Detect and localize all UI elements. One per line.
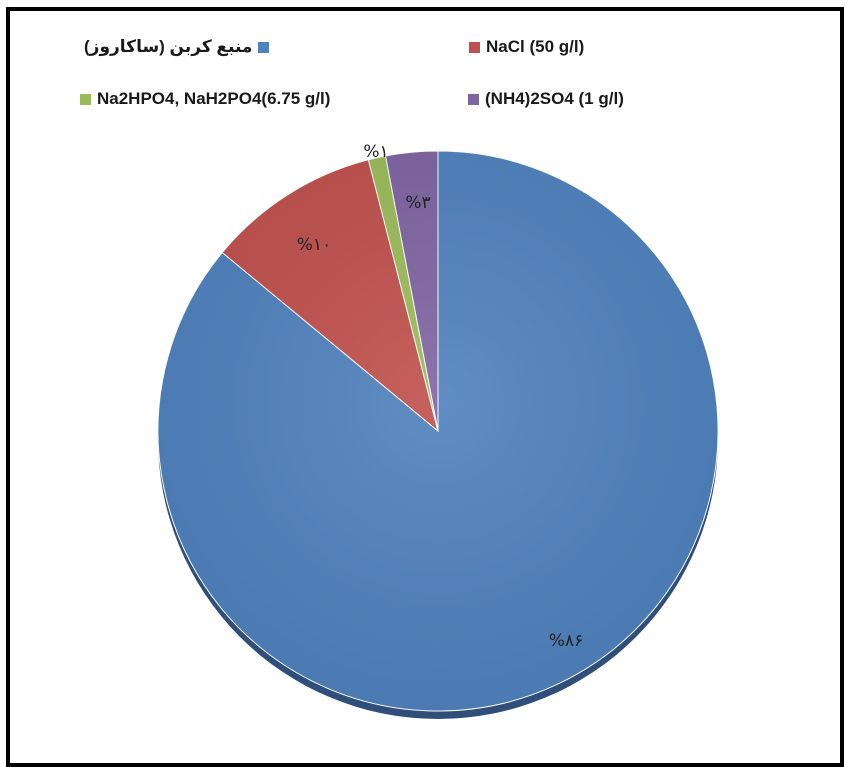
legend-label: منبع کربن (ساکاروز)	[84, 37, 253, 56]
pie-chart: %۸۶ %۱۰ %۱ %۳	[157, 142, 719, 719]
legend-swatch	[469, 41, 480, 53]
data-label-ammonium-sulfate: %۳	[405, 193, 430, 213]
legend-item-ammonium-sulfate: (NH4)2SO4 (1 g/l)	[468, 89, 624, 109]
data-label-phosphate: %۱	[363, 142, 388, 162]
legend-label: NaCl (50 g/l)	[486, 37, 585, 56]
pie-slices	[157, 150, 719, 712]
legend-item-sucrose: منبع کربن (ساکاروز)	[84, 37, 270, 57]
legend-swatch	[468, 93, 479, 105]
legend-swatch	[258, 41, 270, 53]
data-label-nacl: %۱۰	[297, 235, 331, 255]
chart-legend: منبع کربن (ساکاروز) NaCl (50 g/l) Na2HPO…	[0, 0, 856, 130]
pie-labels: %۸۶ %۱۰ %۱ %۳	[297, 142, 583, 651]
legend-label: (NH4)2SO4 (1 g/l)	[485, 89, 624, 108]
legend-swatch	[80, 93, 91, 105]
legend-item-phosphate: Na2HPO4, NaH2PO4(6.75 g/l)	[80, 89, 330, 109]
data-label-sucrose: %۸۶	[549, 631, 583, 651]
legend-label: Na2HPO4, NaH2PO4(6.75 g/l)	[97, 89, 331, 108]
legend-item-nacl: NaCl (50 g/l)	[469, 37, 584, 57]
